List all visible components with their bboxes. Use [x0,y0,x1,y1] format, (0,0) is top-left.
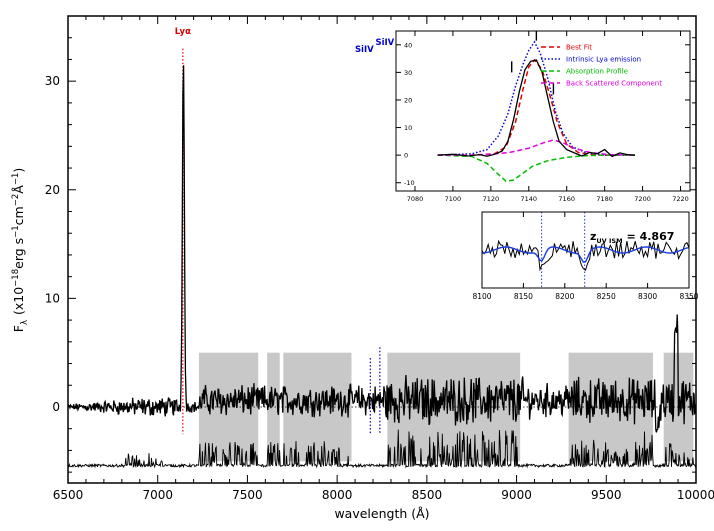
y-label-prefix: (x10 [11,287,26,315]
inset1-x-tick-label-7220: 7220 [672,195,689,203]
inset2-data-line [481,239,690,272]
y-label-exp-3: −2 [11,194,21,207]
y-label-symbol: F [11,325,26,332]
inset2-x-tick-label-8350: 8350 [679,292,698,301]
inset1-series-line-back-scattered-component [437,139,636,156]
y-label-suffix: ) [11,168,26,173]
inset1-y-tick-label-10: 10 [404,124,412,132]
legend-label-4: Back Scattered Component [566,80,662,88]
redshift-value: = 4.867 [627,230,675,243]
y-tick-label-0: 0 [52,400,60,414]
main-series [67,65,697,469]
x-tick-label-8000: 8000 [322,488,353,502]
uv-ism-inset: 8100 8150 8200 8250 8300 8350 zUV ISM = 4.867 [472,211,699,301]
inset1-x-tick-label-7120: 7120 [483,195,500,203]
inset2-frame [481,211,690,289]
x-tick-label-7500: 7500 [232,488,263,502]
redshift-subscript: UV ISM [596,237,622,245]
y-label-unit-2: cm [11,206,26,225]
inset2-series [481,239,690,272]
inset2-x-tick-label-8250: 8250 [597,292,616,301]
x-tick-label-9500: 9500 [591,488,622,502]
inset2-axis-ticks: 8100 8150 8200 8250 8300 8350 [472,212,699,301]
inset2-x-tick-label-8300: 8300 [638,292,657,301]
inset1-series-line-intrinsic-lya-emission [437,40,635,156]
inset1-legend: Best Fit Intrinsic Lya emission Absorption… [541,44,662,88]
y-label-unit-3: Å [11,185,26,194]
y-label-exp-1: −18 [11,269,21,287]
inset1-background [396,31,690,191]
inset2-x-tick-label-8200: 8200 [555,292,574,301]
inset1-x-tick-label-7080: 7080 [407,195,424,203]
marker-label-1: Lyα [175,27,191,37]
redshift-symbol: z [590,230,596,243]
inset1-y-tick-label-20: 20 [404,96,412,104]
masked-region-2 [267,352,280,462]
y-label-exp-4: −1 [11,173,21,186]
y-label-exp-2: −1 [11,225,21,238]
x-axis-label: wavelength (Å) [334,506,429,521]
legend-label-2: Intrinsic Lya emission [566,56,641,64]
inset1-x-tick-label-7200: 7200 [634,195,651,203]
inset1-frame [395,30,691,192]
redshift-annotation: zUV ISM = 4.867 [590,230,674,245]
lya-fit-inset: 7080 7100 7120 7140 7160 7180 7200 7220 -10 0 10 20… [395,30,691,203]
inset1-x-tick-label-7180: 7180 [596,195,613,203]
y-label-unit-1: erg s [11,238,26,269]
inset1-y-tick-label-30: 30 [404,69,412,77]
marker-label-3: SiIV [375,38,394,48]
inset1-x-tick-label-7140: 7140 [521,195,538,203]
inset1-axis-ticks: 7080 7100 7120 7140 7160 7180 7200 7220 -10 0 10 20… [396,31,690,203]
y-tick-label-30: 30 [45,74,60,88]
x-tick-label-10000: 10000 [677,488,714,502]
spectrum-line [67,65,697,433]
y-axis-label: Fλ(x10−18erg s−1cm−2Å−1) [11,168,30,333]
inset1-y-tick-label--10: -10 [404,179,415,187]
main-plot-frame [67,15,697,484]
marker-label-2: SiIV [355,45,374,55]
x-tick-label-7000: 7000 [142,488,173,502]
inset1-series [437,40,636,183]
y-label-subscript: λ [20,320,30,325]
inset1-series-line-absorption-profile [437,154,635,183]
main-axis-ticks: 6500 7000 7500 8000 8500 9000 9500 10000 0 10 20 30 [45,16,714,502]
inset2-x-tick-label-8100: 8100 [472,292,491,301]
legend-label-1: Best Fit [566,44,592,52]
inset1-x-tick-label-7100: 7100 [445,195,462,203]
inset1-y-tick-label-0: 0 [404,152,408,160]
legend-label-3: Absorption Profile [566,68,628,76]
error-spectrum-line [67,429,697,469]
inset2-markers [541,212,586,288]
y-tick-label-10: 10 [45,291,60,305]
y-tick-label-20: 20 [45,183,60,197]
inset1-x-tick-label-7160: 7160 [558,195,575,203]
inset1-y-tick-label-40: 40 [404,41,412,49]
inset2-model-line [481,246,690,263]
inset1-series-line-data [437,59,636,158]
x-tick-label-6500: 6500 [53,488,84,502]
inset1-markers [511,31,555,95]
x-tick-label-9000: 9000 [501,488,532,502]
x-tick-label-8500: 8500 [412,488,443,502]
inset2-x-tick-label-8150: 8150 [514,292,533,301]
